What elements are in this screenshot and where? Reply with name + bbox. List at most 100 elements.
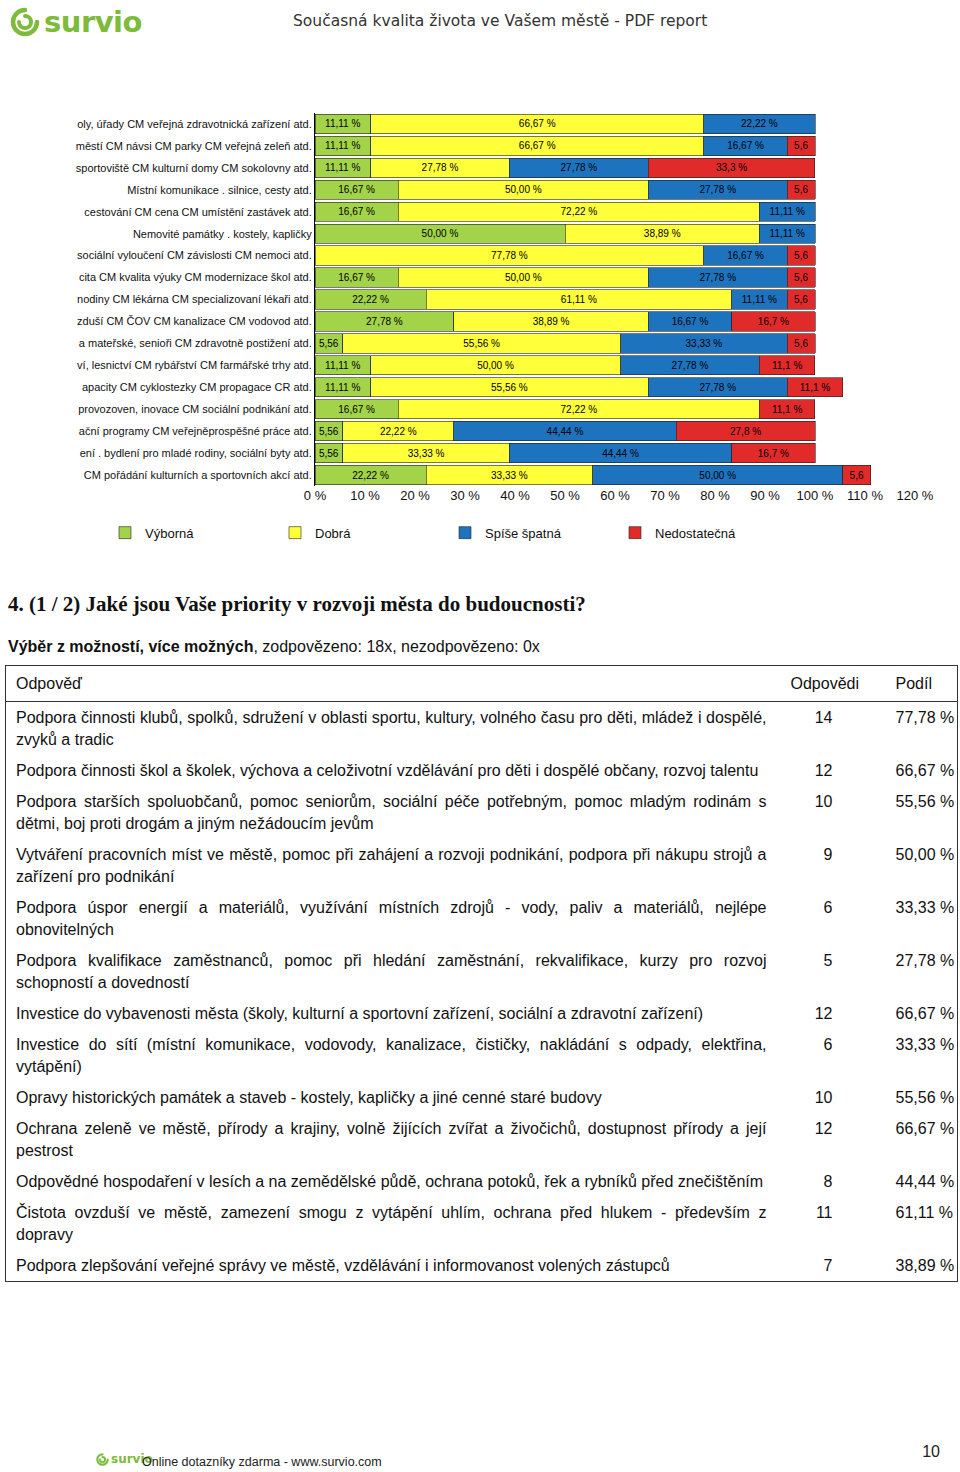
svg-text:16,67 %: 16,67 %: [672, 316, 709, 327]
svg-text:33,33 %: 33,33 %: [491, 470, 528, 481]
svg-text:Dobrá: Dobrá: [315, 526, 351, 541]
svg-text:Spíše špatná: Spíše špatná: [485, 526, 562, 541]
svg-text:27,78 %: 27,78 %: [366, 316, 403, 327]
svg-text:44,44 %: 44,44 %: [547, 426, 584, 437]
svg-text:38,89 %: 38,89 %: [533, 316, 570, 327]
svg-text:cestování CM cena CM umístění: cestování CM cena CM umístění zastávek a…: [84, 206, 311, 218]
svg-text:27,78 %: 27,78 %: [699, 382, 736, 393]
svg-text:Nemovité památky . kostely, ka: Nemovité památky . kostely, kapličky: [133, 228, 312, 240]
svg-text:nodiny CM lékárna CM specializ: nodiny CM lékárna CM specializovaní léka…: [77, 293, 312, 305]
svg-text:22,22 %: 22,22 %: [380, 426, 417, 437]
svg-text:cita CM kvalita výuky CM moder: cita CM kvalita výuky CM modernizace ško…: [79, 271, 312, 283]
svg-text:Výborná: Výborná: [145, 526, 194, 541]
svg-text:11,1 %: 11,1 %: [772, 360, 802, 371]
svg-text:16,67 %: 16,67 %: [727, 250, 764, 261]
svg-text:5,56: 5,56: [319, 448, 339, 459]
svg-text:61,11 %: 61,11 %: [561, 294, 597, 305]
html-text:Vytváření pracovních míst ve m: Vytváření pracovních míst ve městě, pomo…: [16, 846, 767, 885]
svg-text:16,7 %: 16,7 %: [758, 316, 789, 327]
svg-text:27,78 %: 27,78 %: [672, 360, 709, 371]
svg-text:11,11 %: 11,11 %: [325, 118, 360, 129]
svg-text:72,22 %: 72,22 %: [560, 404, 597, 415]
svg-text:27,78 %: 27,78 %: [560, 162, 597, 173]
html-text:Podpora činnosti klubů, spolků: Podpora činnosti klubů, spolků, sdružení…: [16, 709, 767, 748]
svg-text:11,11 %: 11,11 %: [770, 206, 805, 217]
svg-text:27,78 %: 27,78 %: [422, 162, 459, 173]
svg-text:5,6: 5,6: [794, 338, 808, 349]
html-text:Podpora starších spoluobčanů,: Podpora starších spoluobčanů, pomoc seni…: [16, 793, 767, 832]
svg-text:sportoviště CM kulturní domy C: sportoviště CM kulturní domy CM sokolovn…: [76, 162, 312, 174]
svg-text:16,67 %: 16,67 %: [727, 140, 764, 151]
svg-text:provozoven, inovace CM sociáln: provozoven, inovace CM sociální podnikán…: [78, 403, 312, 415]
svg-text:11,11 %: 11,11 %: [742, 294, 777, 305]
svg-text:55,56 %: 55,56 %: [491, 382, 528, 393]
svg-text:40 %: 40 %: [500, 488, 530, 503]
svg-text:33,33 %: 33,33 %: [686, 338, 723, 349]
svg-text:16,7 %: 16,7 %: [758, 448, 789, 459]
svg-text:50,00 %: 50,00 %: [477, 360, 514, 371]
svg-text:90 %: 90 %: [750, 488, 780, 503]
svg-text:5,6: 5,6: [794, 294, 808, 305]
svg-text:11,11 %: 11,11 %: [325, 162, 360, 173]
svg-text:50,00 %: 50,00 %: [505, 184, 542, 195]
svg-text:ační programy CM veřejněprospě: ační programy CM veřejněprospěšné práce …: [79, 425, 312, 437]
svg-text:50,00 %: 50,00 %: [699, 470, 736, 481]
svg-text:5,6: 5,6: [850, 470, 864, 481]
svg-text:CM pořádání kulturních a sport: CM pořádání kulturních a sportovních akc…: [84, 469, 312, 481]
svg-text:66,67 %: 66,67 %: [519, 140, 556, 151]
svg-text:50 %: 50 %: [550, 488, 580, 503]
svg-text:16,67 %: 16,67 %: [338, 404, 375, 415]
svg-text:11,1 %: 11,1 %: [800, 382, 830, 393]
svg-text:22,22 %: 22,22 %: [352, 470, 389, 481]
svg-text:sociální vyloučení CM závislos: sociální vyloučení CM závislosti CM nemo…: [77, 249, 312, 261]
svg-text:5,6: 5,6: [794, 272, 808, 283]
svg-text:11,11 %: 11,11 %: [325, 382, 360, 393]
svg-text:38,89 %: 38,89 %: [644, 228, 681, 239]
svg-text:zduší CM ČOV CM kanalizace CM: zduší CM ČOV CM kanalizace CM vodovod at…: [77, 315, 312, 327]
svg-text:100 %: 100 %: [797, 488, 834, 503]
svg-text:27,8 %: 27,8 %: [730, 426, 761, 437]
svg-text:16,67 %: 16,67 %: [338, 184, 375, 195]
svg-text:33,33 %: 33,33 %: [408, 448, 445, 459]
svg-text:50,00 %: 50,00 %: [422, 228, 459, 239]
svg-text:33,3 %: 33,3 %: [716, 162, 747, 173]
svg-text:10 %: 10 %: [350, 488, 380, 503]
svg-text:20 %: 20 %: [400, 488, 430, 503]
svg-text:55,56 %: 55,56 %: [463, 338, 500, 349]
svg-text:11,11 %: 11,11 %: [325, 360, 360, 371]
svg-text:5,6: 5,6: [794, 140, 808, 151]
svg-text:a mateřské, senioři CM zdravot: a mateřské, senioři CM zdravotně postiže…: [79, 337, 312, 349]
svg-text:městí CM návsi CM parky CM veř: městí CM návsi CM parky CM veřejná zeleň…: [76, 140, 312, 152]
svg-text:5,56: 5,56: [319, 338, 339, 349]
svg-text:0 %: 0 %: [304, 488, 327, 503]
svg-text:oly, úřady CM veřejná zdravotn: oly, úřady CM veřejná zdravotnická zaříz…: [77, 118, 312, 130]
svg-text:ení . bydlení pro mladé rodiny: ení . bydlení pro mladé rodiny, sociální…: [80, 447, 312, 459]
svg-text:50,00 %: 50,00 %: [505, 272, 542, 283]
svg-text:22,22 %: 22,22 %: [352, 294, 389, 305]
svg-text:11,11 %: 11,11 %: [325, 140, 360, 151]
svg-text:44,44 %: 44,44 %: [602, 448, 639, 459]
svg-text:60 %: 60 %: [600, 488, 630, 503]
svg-text:110 %: 110 %: [847, 488, 883, 503]
svg-text:22,22 %: 22,22 %: [741, 118, 778, 129]
svg-text:72,22 %: 72,22 %: [560, 206, 597, 217]
svg-text:11,1 %: 11,1 %: [772, 404, 802, 415]
svg-text:66,67 %: 66,67 %: [519, 118, 556, 129]
svg-text:11,11 %: 11,11 %: [770, 228, 805, 239]
svg-text:5,56: 5,56: [319, 426, 339, 437]
svg-text:70 %: 70 %: [650, 488, 680, 503]
svg-text:16,67 %: 16,67 %: [338, 272, 375, 283]
svg-text:Nedostatečná: Nedostatečná: [655, 526, 736, 541]
svg-text:77,78 %: 77,78 %: [491, 250, 528, 261]
svg-text:30 %: 30 %: [450, 488, 480, 503]
svg-text:16,67 %: 16,67 %: [338, 206, 375, 217]
svg-text:ví, lesnictví CM rybářství CM: ví, lesnictví CM rybářství CM farmářské …: [77, 359, 312, 371]
svg-text:apacity CM cyklostezky CM prop: apacity CM cyklostezky CM propagace CR a…: [82, 381, 312, 393]
svg-text:5,6: 5,6: [794, 184, 808, 195]
svg-text:5,6: 5,6: [794, 250, 808, 261]
svg-text:27,78 %: 27,78 %: [699, 272, 736, 283]
svg-text:Místní komunikace . silnice, c: Místní komunikace . silnice, cesty atd.: [127, 184, 312, 196]
svg-text:120 %: 120 %: [897, 488, 934, 503]
svg-text:80 %: 80 %: [700, 488, 730, 503]
svg-text:27,78 %: 27,78 %: [699, 184, 736, 195]
